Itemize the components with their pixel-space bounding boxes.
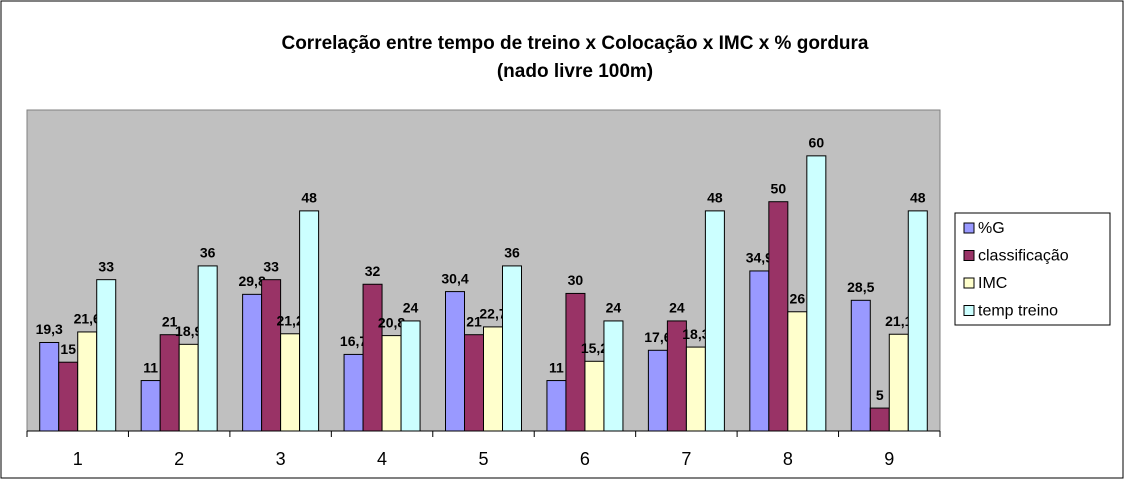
- x-tick-label: 1: [73, 449, 83, 469]
- bar: [806, 155, 827, 432]
- bar: [584, 360, 605, 432]
- data-label: 22,7: [479, 306, 506, 322]
- legend-swatch: [963, 277, 975, 289]
- data-label: 17,6: [644, 329, 671, 345]
- legend-label: temp treino: [978, 303, 1058, 320]
- bar: [445, 291, 465, 432]
- data-label: 21: [162, 313, 178, 329]
- data-label: 34,9: [746, 250, 773, 266]
- x-tick-label: 8: [783, 449, 793, 469]
- data-label: 21,1: [885, 313, 912, 329]
- bar: [768, 201, 789, 432]
- data-label: 11: [143, 359, 158, 375]
- bar: [888, 333, 909, 432]
- bar: [704, 210, 725, 432]
- bar: [261, 279, 282, 432]
- bar: [343, 353, 364, 432]
- bar: [483, 326, 503, 432]
- bar: [197, 265, 218, 432]
- bar: [362, 283, 383, 432]
- bar: [502, 265, 522, 432]
- data-label: 36: [504, 245, 520, 261]
- x-tick-label: 9: [884, 449, 894, 469]
- bar: [58, 361, 79, 432]
- data-label: 48: [301, 190, 317, 206]
- data-label: 11: [549, 359, 564, 375]
- data-label: 26: [790, 290, 806, 306]
- legend-label: %G: [978, 220, 1005, 237]
- bar: [647, 349, 668, 432]
- data-label: 21,2: [276, 312, 303, 328]
- data-label: 60: [809, 135, 825, 151]
- bar: [159, 334, 180, 432]
- data-label: 24: [606, 300, 622, 316]
- bar: [685, 346, 706, 432]
- data-label: 24: [403, 300, 419, 316]
- bar: [140, 380, 161, 432]
- bar: [546, 380, 567, 432]
- x-tick-label: 2: [174, 449, 184, 469]
- x-tick-label: 6: [580, 449, 590, 469]
- data-label: 20,8: [378, 314, 405, 330]
- chart-subtitle: (nado livre 100m): [497, 61, 653, 82]
- bar: [178, 343, 199, 432]
- bar: [77, 331, 98, 432]
- data-label: 19,3: [36, 321, 63, 337]
- chart-title: Correlação entre tempo de treino x Coloc…: [281, 33, 868, 54]
- data-label: 32: [365, 263, 381, 279]
- bar: [242, 293, 263, 432]
- x-tick-label: 5: [478, 449, 488, 469]
- data-label: 48: [707, 190, 723, 206]
- data-label: 48: [910, 190, 926, 206]
- data-label: 18,3: [682, 326, 709, 342]
- data-label: 16,7: [340, 333, 367, 349]
- legend-swatch: [963, 305, 975, 316]
- data-label: 21,6: [74, 311, 101, 327]
- data-label: 36: [200, 245, 216, 261]
- legend-swatch: [963, 250, 975, 261]
- x-tick-label: 3: [276, 449, 286, 469]
- bar: [96, 279, 117, 432]
- legend-box: [954, 212, 1111, 326]
- data-label: 24: [669, 300, 685, 316]
- bar: [39, 341, 60, 432]
- data-label: 5: [876, 387, 884, 403]
- legend-swatch: [963, 222, 975, 234]
- data-label: 30: [568, 272, 584, 288]
- data-label: 50: [771, 180, 787, 196]
- data-label: 21: [466, 313, 482, 329]
- bar: [787, 311, 808, 432]
- bar: [400, 320, 421, 432]
- bar: [749, 270, 770, 432]
- bar: [850, 299, 871, 432]
- bar: [869, 407, 890, 432]
- bar: [381, 335, 402, 432]
- legend-label: IMC: [978, 275, 1007, 292]
- bar: [464, 334, 484, 432]
- bar: [603, 320, 624, 432]
- data-label: 33: [263, 258, 279, 274]
- legend-label: classificação: [978, 248, 1069, 265]
- data-label: 15,2: [581, 340, 608, 356]
- data-label: 18,9: [175, 323, 202, 339]
- data-label: 28,5: [847, 279, 874, 295]
- bar: [280, 333, 301, 432]
- data-label: 29,8: [238, 273, 265, 289]
- data-label: 15: [60, 341, 76, 357]
- bar: [565, 292, 586, 432]
- x-tick-label: 4: [377, 449, 387, 469]
- x-tick-label: 7: [681, 449, 691, 469]
- data-label: 33: [98, 258, 114, 274]
- data-label: 30,4: [441, 270, 468, 286]
- bar: [299, 210, 320, 432]
- bar: [907, 210, 928, 432]
